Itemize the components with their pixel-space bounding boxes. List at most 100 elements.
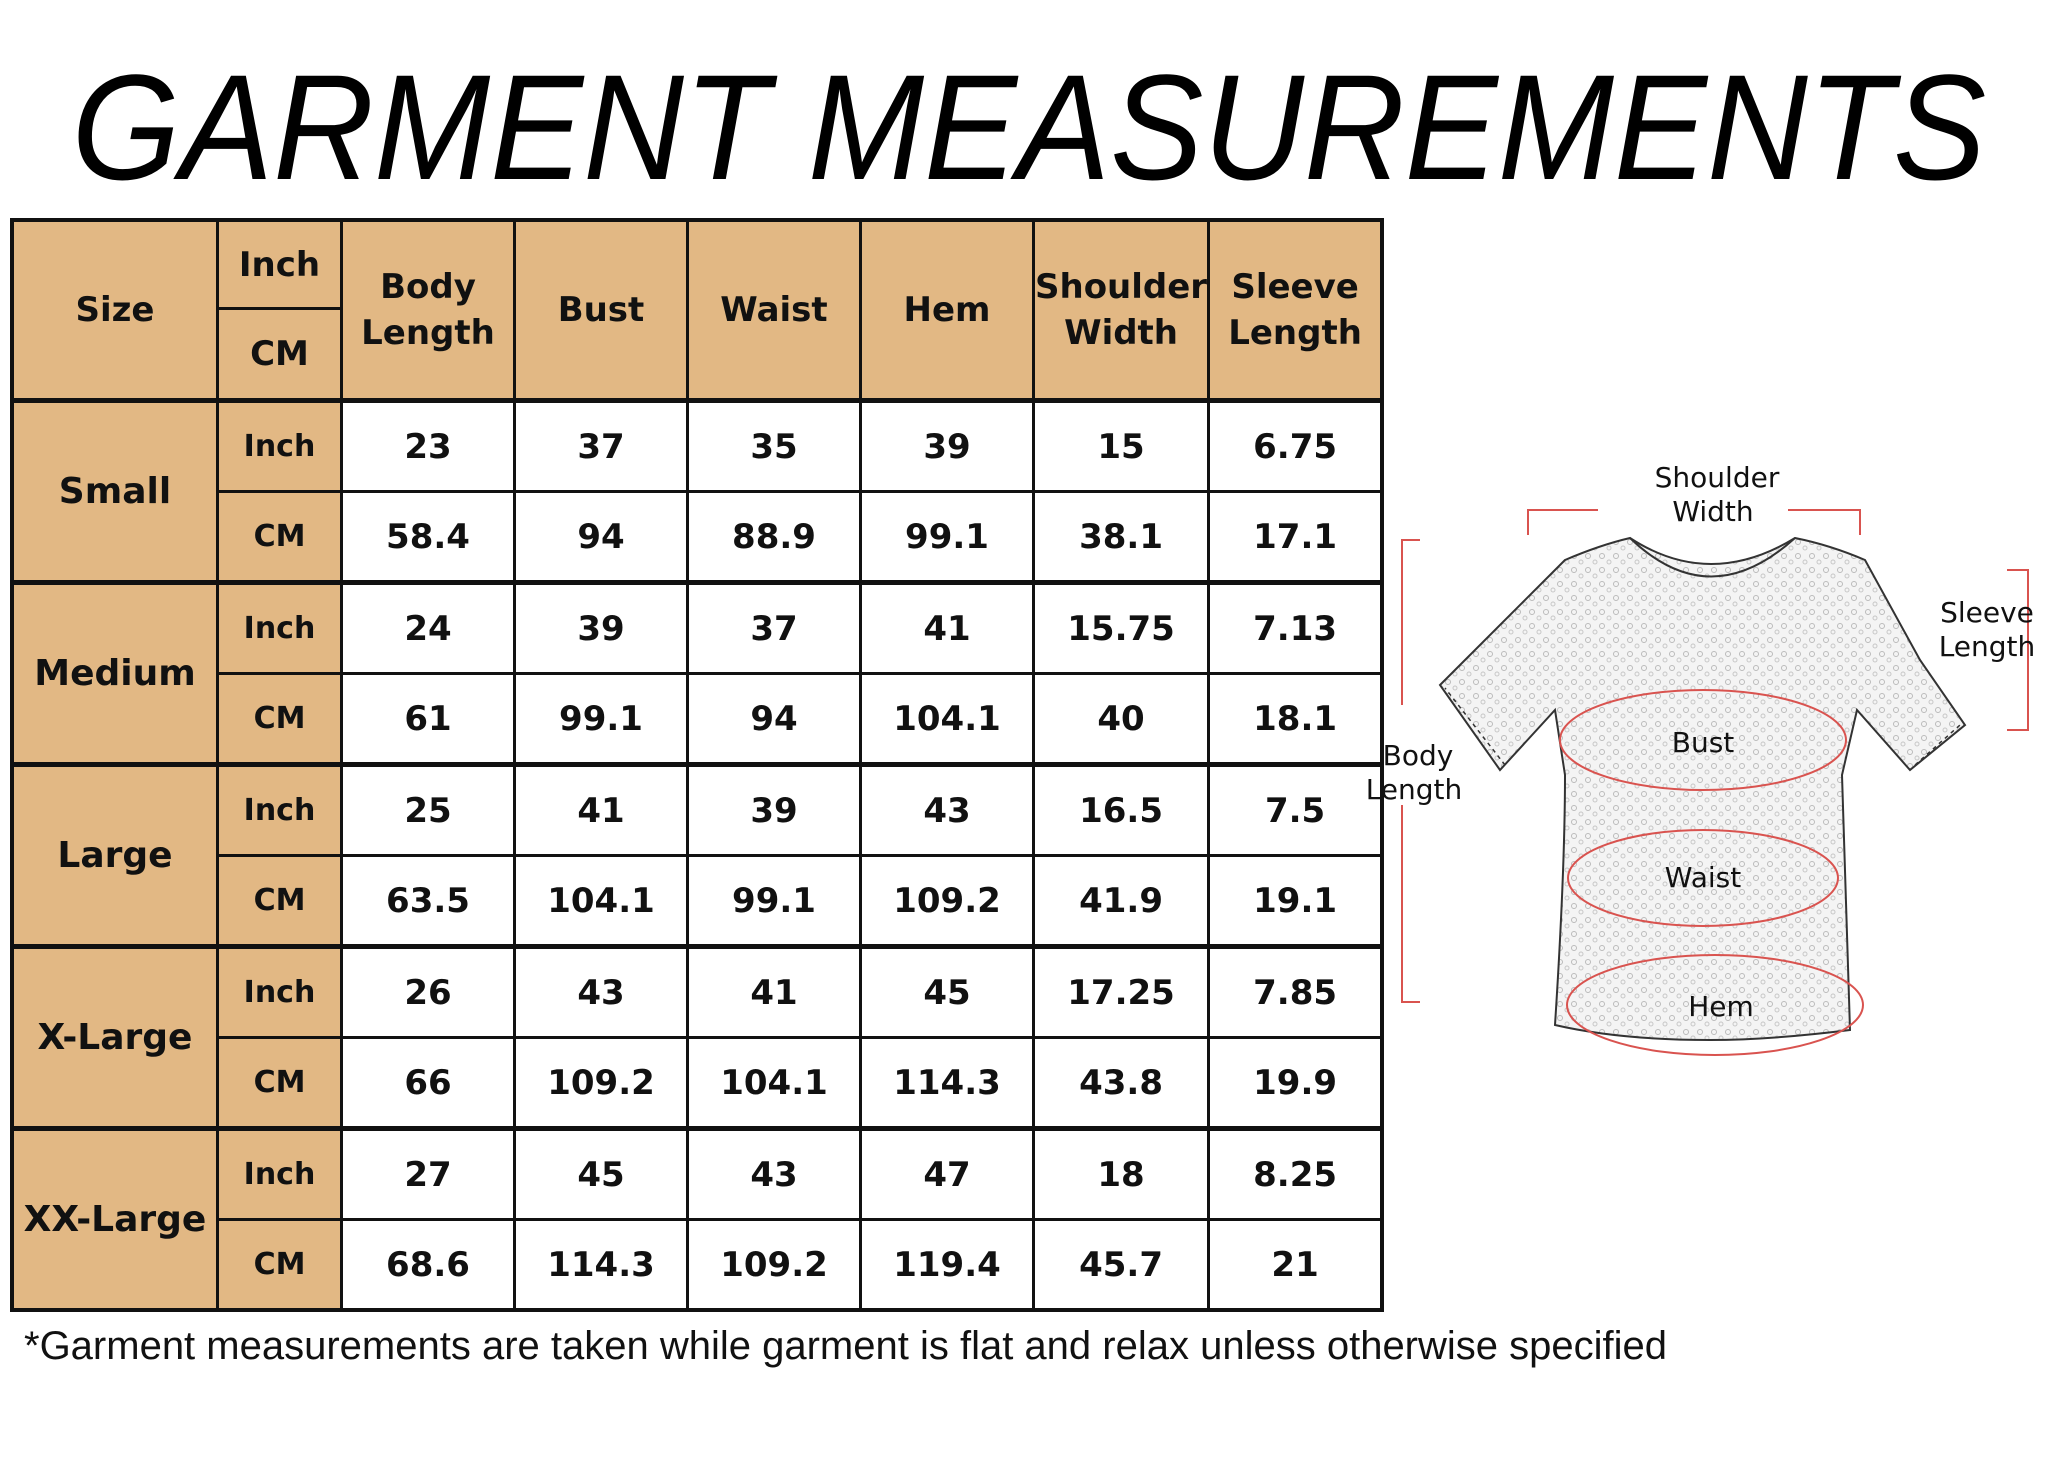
measurement-cell: 39	[859, 398, 1035, 493]
measurement-cell: 8.25	[1207, 1126, 1384, 1221]
table-row: CM 58.4 94 88.9 99.1 38.1 17.1	[12, 490, 1384, 584]
bust-ellipse	[1559, 689, 1847, 791]
measurement-cell: 26	[340, 944, 516, 1039]
measurement-cell: 99.1	[859, 490, 1035, 584]
measurement-cell: 109.2	[859, 854, 1035, 948]
hem-ellipse	[1566, 954, 1864, 1056]
hem-label: Hem	[1688, 990, 1754, 1023]
measurement-cell: 37	[513, 398, 689, 493]
measurement-cell: 37	[686, 580, 862, 675]
measurement-cell: 94	[513, 490, 689, 584]
table-row: Small Inch 23 37 35 39 15 6.75	[10, 398, 1384, 584]
body-length-label: Body Length	[1366, 739, 1463, 806]
measurement-cell: 99.1	[513, 672, 689, 766]
measurement-cell: 88.9	[686, 490, 862, 584]
measurement-cell: 43	[513, 944, 689, 1039]
unit-cell: CM	[216, 1036, 343, 1130]
shirt-diagram: Shoulder Width Sleeve Length Body Length Bu…	[1366, 461, 2036, 1056]
measurement-cell: 45	[513, 1126, 689, 1221]
measurement-cell: 45	[859, 944, 1035, 1039]
measurement-cell: 104.1	[859, 672, 1035, 766]
measurement-cell: 21	[1207, 1218, 1384, 1312]
waist-label: Waist	[1665, 861, 1741, 894]
size-cell: XX-Large	[10, 1126, 219, 1312]
unit-cell: Inch	[216, 580, 343, 675]
measurement-cell: 99.1	[686, 854, 862, 948]
measurement-cell: 61	[340, 672, 516, 766]
measurement-cell: 114.3	[513, 1218, 689, 1312]
measurement-cell: 35	[686, 398, 862, 493]
measurement-cell: 66	[340, 1036, 516, 1130]
measurement-cell: 18.1	[1207, 672, 1384, 766]
measurement-cell: 39	[686, 762, 862, 857]
measurement-cell: 6.75	[1207, 398, 1384, 493]
size-chart-table: Size Inch CM Body Length Bust Waist Hem S…	[10, 218, 1385, 1312]
measurement-cell: 40	[1031, 672, 1211, 766]
header-unit: Inch CM	[216, 218, 343, 402]
measurement-cell: 109.2	[686, 1218, 862, 1312]
measurement-cell: 94	[686, 672, 862, 766]
measurement-cell: 17.1	[1207, 490, 1384, 584]
measurement-cell: 41	[859, 580, 1035, 675]
measurement-cell: 23	[340, 398, 516, 493]
table-row: XX-Large Inch 27 45 43 47 18 8.25	[10, 1126, 1384, 1312]
measurement-cell: 41	[686, 944, 862, 1039]
body-length-bracket	[1401, 539, 1420, 1003]
measurement-cell: 17.25	[1031, 944, 1211, 1039]
size-cell: Medium	[10, 580, 219, 766]
measurement-cell: 45.7	[1031, 1218, 1211, 1312]
header-unit-inch: Inch	[219, 222, 340, 310]
header-unit-cm: CM	[250, 334, 309, 374]
shoulder-width-bracket	[1527, 509, 1861, 535]
measurement-cell: 43	[859, 762, 1035, 857]
table-row: Medium Inch 24 39 37 41 15.75 7.13	[10, 580, 1384, 766]
measurement-cell: 7.85	[1207, 944, 1384, 1039]
size-cell: Small	[10, 398, 219, 584]
waist-ellipse	[1567, 829, 1839, 927]
measurement-cell: 104.1	[513, 854, 689, 948]
measurement-cell: 15.75	[1031, 580, 1211, 675]
table-row: CM 66 109.2 104.1 114.3 43.8 19.9	[12, 1036, 1384, 1130]
measurement-cell: 47	[859, 1126, 1035, 1221]
measurement-cell: 38.1	[1031, 490, 1211, 584]
table-row: Large Inch 25 41 39 43 16.5 7.5	[10, 762, 1384, 948]
measurement-cell: 43.8	[1031, 1036, 1211, 1130]
measurement-cell: 114.3	[859, 1036, 1035, 1130]
unit-cell: CM	[216, 672, 343, 766]
table-header-row: Size Inch CM Body Length Bust Waist Hem S…	[10, 218, 1384, 402]
measurement-cell: 19.1	[1207, 854, 1384, 948]
measurement-cell: 63.5	[340, 854, 516, 948]
measurement-cell: 104.1	[686, 1036, 862, 1130]
size-cell: Large	[10, 762, 219, 948]
measurement-cell: 7.13	[1207, 580, 1384, 675]
unit-cell: CM	[216, 490, 343, 584]
table-row: CM 68.6 114.3 109.2 119.4 45.7 21	[12, 1218, 1384, 1312]
measurement-cell: 15	[1031, 398, 1211, 493]
sleeve-length-bracket	[2007, 569, 2029, 731]
header-body-length: Body Length	[340, 218, 516, 402]
header-waist: Waist	[686, 218, 862, 402]
table-row: CM 63.5 104.1 99.1 109.2 41.9 19.1	[12, 854, 1384, 948]
unit-cell: Inch	[216, 944, 343, 1039]
footnote: *Garment measurements are taken while ga…	[24, 1324, 1668, 1368]
measurement-cell: 58.4	[340, 490, 516, 584]
header-size: Size	[10, 218, 219, 402]
unit-cell: Inch	[216, 398, 343, 493]
measurement-cell: 119.4	[859, 1218, 1035, 1312]
table-row: CM 61 99.1 94 104.1 40 18.1	[12, 672, 1384, 766]
unit-cell: Inch	[216, 762, 343, 857]
measurement-cell: 25	[340, 762, 516, 857]
measurement-cell: 68.6	[340, 1218, 516, 1312]
unit-cell: Inch	[216, 1126, 343, 1221]
header-bust: Bust	[513, 218, 689, 402]
measurement-cell: 39	[513, 580, 689, 675]
sleeve-length-label: Sleeve Length	[1939, 596, 2036, 663]
measurement-cell: 7.5	[1207, 762, 1384, 857]
unit-cell: CM	[216, 1218, 343, 1312]
measurement-cell: 18	[1031, 1126, 1211, 1221]
bust-label: Bust	[1672, 726, 1735, 759]
measurement-cell: 41	[513, 762, 689, 857]
measurement-cell: 109.2	[513, 1036, 689, 1130]
unit-cell: CM	[216, 854, 343, 948]
page-title: GARMENT MEASUREMENTS	[71, 43, 1987, 211]
